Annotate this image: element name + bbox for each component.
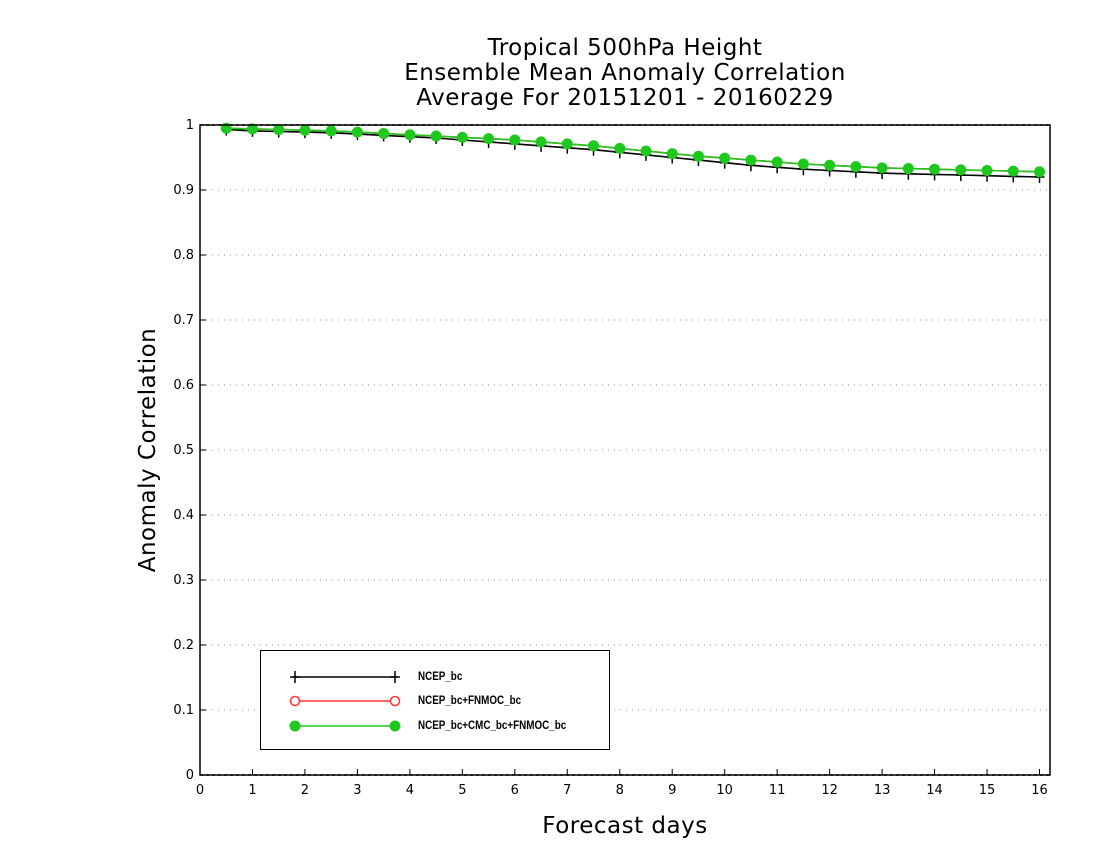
legend-item-ncep-bc: NCEP_bc (261, 665, 609, 689)
data-point (1007, 165, 1019, 177)
data-point (535, 136, 547, 148)
data-point (378, 127, 390, 139)
y-axis-label: Anomaly Correlation (135, 328, 161, 573)
legend-label: NCEP_bc+CMC_bc+FNMOC_bc (418, 718, 567, 732)
axes: 00.10.20.30.40.50.60.70.80.910 1 2 3 4 5 6 7 8 9 1… (173, 118, 1047, 798)
x-tick-label: 0 (196, 783, 204, 798)
legend-marker (289, 720, 301, 732)
x-tick-label: 4 (406, 783, 414, 798)
data-point (614, 142, 626, 154)
data-point (351, 126, 363, 138)
x-tick-label: 6 (511, 783, 519, 798)
data-point (456, 131, 468, 143)
y-tick-label: 0 (186, 768, 194, 783)
y-tick-label: 0.7 (173, 313, 194, 328)
series-line (226, 127, 1040, 173)
data-point (955, 164, 967, 176)
y-tick-label: 0.5 (173, 443, 194, 458)
data-point (666, 148, 678, 160)
x-tick-label: 2 (301, 783, 309, 798)
data-point (771, 156, 783, 168)
data-point (561, 138, 573, 150)
series-line (226, 128, 1040, 178)
x-tick-label: 14 (926, 783, 943, 798)
y-tick-label: 0.1 (173, 703, 194, 718)
data-point (902, 163, 914, 175)
data-point (824, 159, 836, 171)
data-point (325, 125, 337, 137)
data-point (692, 150, 704, 162)
data-point (1034, 166, 1046, 178)
chart-title: Tropical 500hPa Height Ensemble Mean Ano… (200, 36, 1050, 111)
data-point (588, 140, 600, 152)
y-tick-label: 0.6 (173, 378, 194, 393)
data-point (273, 124, 285, 136)
data-point (483, 133, 495, 145)
data-point (430, 130, 442, 142)
legend-marker (290, 671, 300, 683)
series-0 (221, 123, 1045, 183)
data-point (981, 165, 993, 176)
chart-title-line-3: Average For 20151201 - 20160229 (416, 85, 834, 111)
legend-marker (389, 695, 401, 707)
x-axis-label: Forecast days (542, 813, 707, 839)
data-point (404, 129, 416, 141)
data-point (929, 163, 941, 175)
legend-label: NCEP_bc+FNMOC_bc (418, 693, 522, 707)
chart-title-line-2: Ensemble Mean Anomaly Correlation (404, 60, 846, 86)
data-point (745, 154, 757, 166)
y-tick-label: 0.4 (173, 508, 194, 523)
data-point (299, 124, 311, 136)
x-tick-label: 8 (616, 783, 624, 798)
x-tick-label: 12 (821, 783, 838, 798)
data-point (640, 145, 652, 157)
legend-label: NCEP_bc (418, 669, 463, 683)
data-point (509, 134, 521, 146)
legend-item-ncep-fnmoc: NCEP_bc+FNMOC_bc (261, 689, 609, 713)
legend-swatch-filled-circle-line (289, 720, 401, 732)
x-tick-label: 9 (668, 783, 676, 798)
legend-swatch-open-circle-line (289, 695, 401, 707)
legend-item-ncep-cmc-fnmoc: NCEP_bc+CMC_bc+FNMOC_bc (261, 714, 609, 738)
y-tick-label: 1 (186, 118, 194, 133)
data-point (719, 152, 731, 164)
legend: NCEP_bc NCEP_bc+FNMOC_bc NCEP_bc+CMC_bc+… (260, 650, 610, 750)
x-tick-label: 10 (716, 783, 733, 798)
y-tick-label: 0.9 (173, 183, 194, 198)
x-tick-label: 7 (563, 783, 571, 798)
series-layer (220, 122, 1046, 183)
x-tick-label: 11 (769, 783, 786, 798)
legend-marker (389, 720, 401, 732)
y-tick-label: 0.8 (173, 248, 194, 263)
series-2 (220, 122, 1046, 178)
x-tick-label: 1 (248, 783, 256, 798)
y-tick-label: 0.3 (173, 573, 194, 588)
legend-marker (390, 671, 400, 683)
chart-title-line-1: Tropical 500hPa Height (487, 35, 763, 61)
x-tick-label: 16 (1031, 783, 1048, 798)
y-tick-label: 0.2 (173, 638, 194, 653)
legend-swatch-plus-line (290, 671, 400, 683)
data-point (246, 123, 258, 135)
data-point (876, 162, 888, 174)
data-point (850, 161, 862, 173)
x-tick-label: 13 (874, 783, 891, 798)
legend-marker (289, 695, 301, 707)
x-tick-label: 3 (353, 783, 361, 798)
x-tick-label: 5 (458, 783, 466, 798)
data-point (797, 158, 809, 170)
x-tick-label: 15 (979, 783, 996, 798)
